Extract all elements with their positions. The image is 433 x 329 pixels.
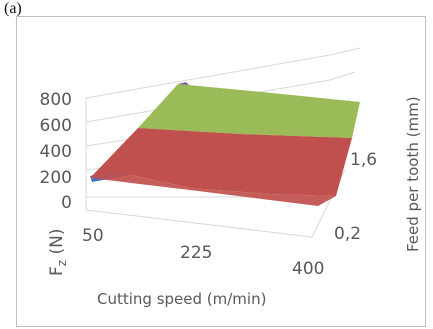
surface-band-green bbox=[138, 84, 360, 138]
x-tick-labels: 50 225 400 bbox=[82, 226, 324, 279]
x-tick-label: 225 bbox=[180, 243, 212, 263]
z-tick-label: 0 bbox=[61, 193, 72, 213]
y-axis-title: Feed per tooth (mm) bbox=[404, 96, 422, 252]
z-tick-label: 200 bbox=[40, 168, 72, 188]
x-tick-label: 50 bbox=[82, 226, 104, 246]
z-tick-labels: 800 600 400 200 0 bbox=[40, 90, 72, 213]
y-tick-labels: 1,6 0,2 bbox=[334, 150, 377, 244]
chart-frame bbox=[16, 16, 426, 327]
gridline-800 bbox=[85, 47, 361, 99]
panel-label: (a) bbox=[4, 0, 22, 17]
surface-band-red bbox=[90, 128, 352, 196]
x-tick-label: 400 bbox=[292, 259, 324, 279]
surface-band-red-front bbox=[90, 172, 336, 206]
x-axis-title: Cutting speed (m/min) bbox=[97, 290, 266, 308]
z-axis-title-main: F bbox=[47, 266, 67, 276]
y-tick-label: 1,6 bbox=[350, 150, 377, 170]
floor-front-edge bbox=[85, 209, 313, 238]
z-tick-label: 800 bbox=[40, 90, 72, 110]
z-axis-title-unit: (N) bbox=[47, 229, 67, 260]
y-tick-label: 0,2 bbox=[334, 224, 361, 244]
z-tick-label: 400 bbox=[40, 142, 72, 162]
z-axis-title: Fz (N) bbox=[47, 229, 69, 276]
surface bbox=[90, 82, 360, 206]
z-tick-label: 600 bbox=[40, 116, 72, 136]
svg-text:Fz (N): Fz (N) bbox=[47, 229, 69, 276]
z-axis-title-sub: z bbox=[55, 260, 69, 266]
